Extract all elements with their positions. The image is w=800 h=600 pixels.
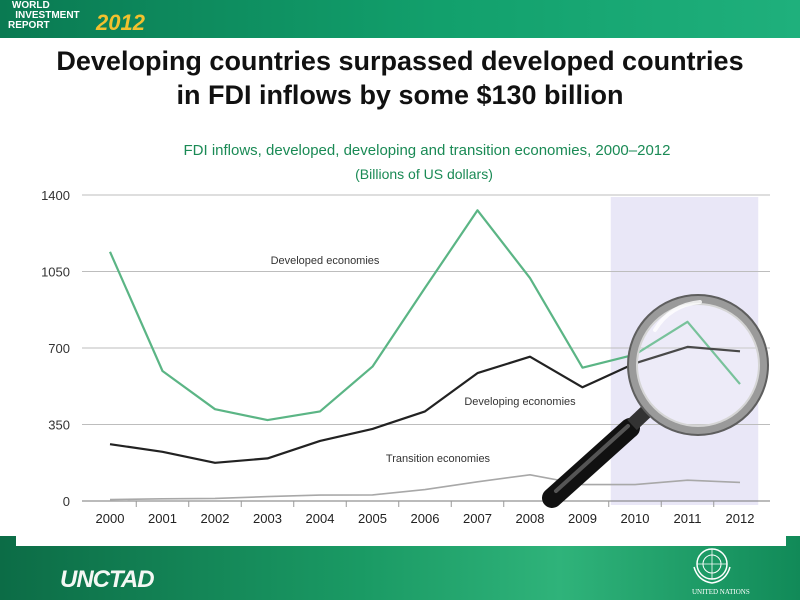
- unctad-logo: UNCTAD: [60, 566, 155, 593]
- chart-subtitle: (Billions of US dollars): [355, 166, 493, 182]
- x-tick-label: 2007: [463, 511, 492, 526]
- logo-year: 2012: [96, 10, 145, 35]
- slide-title-line1: Developing countries surpassed developed…: [56, 46, 744, 76]
- slide-title-line2: in FDI inflows by some $130 billion: [176, 80, 624, 110]
- x-tick-label: 2010: [621, 511, 650, 526]
- x-tick-label: 2000: [96, 511, 125, 526]
- x-tick-label: 2011: [674, 511, 702, 526]
- fdi-line-chart: 0 350 700 1050 1400 2000 2001 2002 2003 2004 2005 2…: [41, 188, 770, 526]
- x-tick-label: 2003: [253, 511, 282, 526]
- un-emblem-icon: [693, 548, 731, 584]
- x-tick-label: 2004: [306, 511, 335, 526]
- series-label-transition: Transition economies: [386, 453, 491, 465]
- content-card-edge: [16, 530, 786, 546]
- series-label-developing: Developing economies: [464, 396, 576, 408]
- x-tick-label: 2005: [358, 511, 387, 526]
- y-tick-label: 1050: [41, 265, 70, 280]
- un-label: UNITED NATIONS: [692, 588, 750, 596]
- y-tick-label: 1400: [41, 188, 70, 203]
- x-tick-label: 2009: [568, 511, 597, 526]
- x-tick-label: 2001: [148, 511, 177, 526]
- slide-title: Developing countries surpassed developed…: [0, 44, 800, 112]
- wir-logo: WORLD INVESTMENT REPORT 2012: [8, 0, 145, 35]
- x-tick-label: 2008: [516, 511, 545, 526]
- y-tick-label: 700: [48, 341, 70, 356]
- logo-line3: REPORT: [8, 20, 50, 31]
- series-label-developed: Developed economies: [271, 255, 380, 267]
- x-tick-label: 2002: [201, 511, 230, 526]
- chart-title: FDI inflows, developed, developing and t…: [183, 142, 671, 159]
- logo-line1: WORLD: [11, 0, 50, 11]
- magnifying-glass-icon: [542, 294, 769, 508]
- x-tick-label: 2006: [411, 511, 440, 526]
- series-line-transition: [109, 473, 741, 501]
- y-tick-label: 350: [48, 418, 70, 433]
- logo-line2: INVESTMENT: [15, 10, 80, 21]
- x-tick-label: 2012: [726, 511, 755, 526]
- bottom-banner: [0, 536, 800, 600]
- top-banner: [0, 0, 800, 38]
- y-tick-label: 0: [63, 494, 70, 509]
